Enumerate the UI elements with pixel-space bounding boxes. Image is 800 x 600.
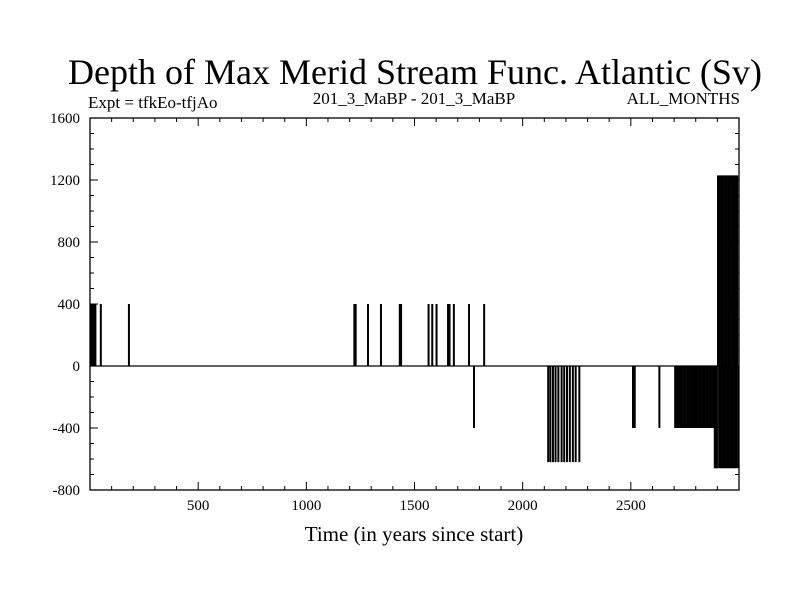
x-tick-label: 1000 xyxy=(291,498,321,514)
plot-frame xyxy=(89,117,740,491)
chart-subtitle-center: 201_3_MaBP - 201_3_MaBP xyxy=(313,89,515,108)
chart-subtitle-right: ALL_MONTHS xyxy=(627,89,740,108)
y-tick-label: 0 xyxy=(73,359,81,375)
x-tick-label: 1500 xyxy=(400,498,430,514)
x-tick-label: 500 xyxy=(187,498,210,514)
x-tick-label: 2000 xyxy=(508,498,538,514)
y-tick-label: -400 xyxy=(53,421,81,437)
x-axis-label: Time (in years since start) xyxy=(305,522,524,546)
y-tick-label: -800 xyxy=(53,483,81,499)
chart-subtitle-left: Expt = tfkEo-tfjAo xyxy=(88,93,218,112)
x-tick-label: 2500 xyxy=(616,498,646,514)
y-tick-label: 800 xyxy=(58,235,81,251)
y-tick-label: 1200 xyxy=(50,173,80,189)
chart-title: Depth of Max Merid Stream Func. Atlantic… xyxy=(68,52,762,92)
y-tick-label: 1600 xyxy=(50,111,80,127)
y-tick-label: 400 xyxy=(58,297,81,313)
